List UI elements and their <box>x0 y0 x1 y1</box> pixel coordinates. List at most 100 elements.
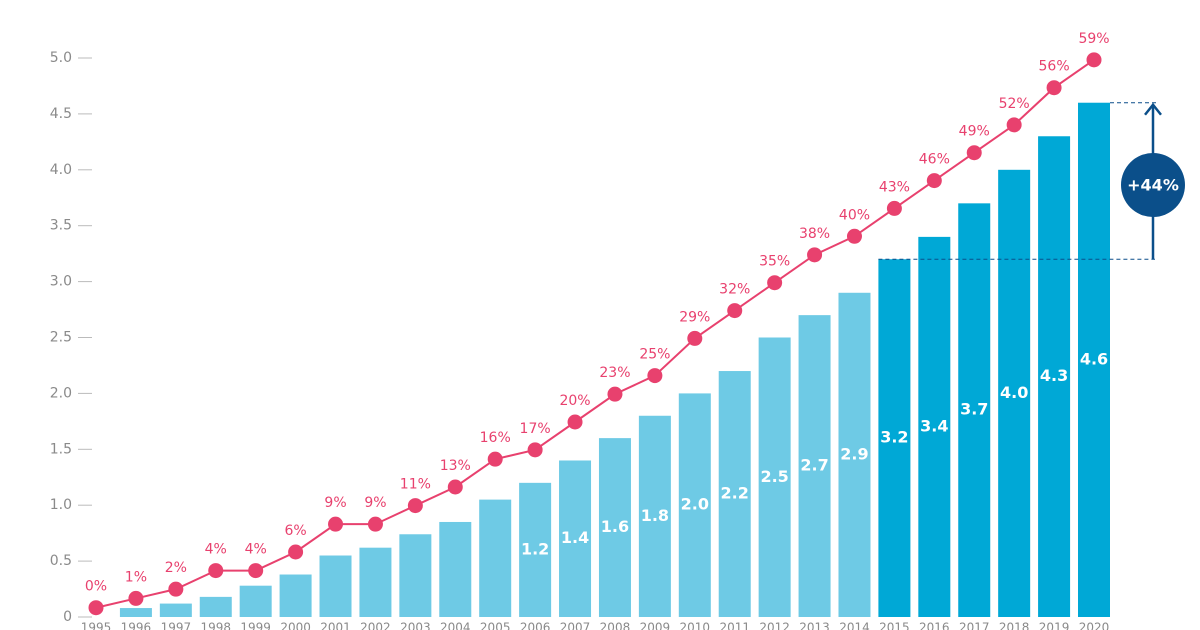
point-label: 25% <box>639 347 670 363</box>
point <box>767 275 783 291</box>
point <box>208 563 224 579</box>
point-label: 46% <box>919 152 950 168</box>
x-tick-label: 2003 <box>400 621 431 630</box>
y-tick-label: 3.5 <box>50 218 72 234</box>
y-tick-label: 0.5 <box>50 553 72 569</box>
x-tick-label: 2018 <box>999 621 1030 630</box>
point <box>248 563 264 579</box>
x-tick-label: 2001 <box>320 621 351 630</box>
point-label: 9% <box>324 495 346 511</box>
point <box>168 581 184 597</box>
bar-label: 1.6 <box>601 517 629 536</box>
point-label: 56% <box>1039 59 1070 75</box>
point <box>727 303 743 319</box>
bar <box>239 585 272 617</box>
x-tick-label: 2017 <box>959 621 990 630</box>
x-tick-label: 2015 <box>879 621 910 630</box>
annotation-circle <box>1121 153 1185 217</box>
point <box>846 228 862 244</box>
arrow-head <box>1144 102 1162 116</box>
bar <box>838 292 871 617</box>
bar-label: 2.5 <box>760 467 788 486</box>
bar <box>479 499 512 617</box>
bar-label: 4.3 <box>1040 366 1068 385</box>
x-tick-label: 2004 <box>440 621 471 630</box>
bar-label: 2.9 <box>840 444 868 463</box>
y-tick-label: 1.0 <box>50 497 72 513</box>
point-label: 17% <box>520 421 551 437</box>
bar-label: 1.8 <box>641 506 669 525</box>
y-tick-label: 1.5 <box>50 441 72 457</box>
point-label: 13% <box>440 458 471 474</box>
bar <box>519 482 552 617</box>
point <box>1086 52 1102 68</box>
annotation-text: +44% <box>1127 176 1179 195</box>
bar <box>159 603 192 617</box>
point <box>647 368 663 384</box>
point <box>128 590 144 606</box>
point <box>926 173 942 189</box>
point <box>447 479 463 495</box>
point-label: 32% <box>719 282 750 298</box>
x-tick-label: 2006 <box>520 621 551 630</box>
point-label: 38% <box>799 226 830 242</box>
bar <box>798 315 831 617</box>
x-tick-label: 1995 <box>81 621 112 630</box>
point <box>607 386 623 402</box>
y-tick-label: 4.5 <box>50 106 72 122</box>
point-label: 0% <box>85 579 107 595</box>
point-label: 1% <box>125 569 147 585</box>
bar <box>199 596 232 617</box>
point <box>567 414 583 430</box>
x-tick-label: 2010 <box>680 621 711 630</box>
bar <box>559 460 592 617</box>
bar-label: 3.4 <box>920 416 948 435</box>
x-tick-label: 2020 <box>1079 621 1110 630</box>
point-label: 20% <box>559 393 590 409</box>
point-label: 43% <box>879 179 910 195</box>
bar-label: 4.0 <box>1000 383 1028 402</box>
bar <box>878 259 911 617</box>
point-label: 23% <box>599 365 630 381</box>
bar-label: 3.7 <box>960 400 988 419</box>
x-tick-label: 2019 <box>1039 621 1070 630</box>
point <box>1006 117 1022 133</box>
x-tick-label: 2009 <box>640 621 671 630</box>
y-tick-label: 3.0 <box>50 274 72 290</box>
point-label: 4% <box>205 542 227 558</box>
point <box>88 600 104 616</box>
bar <box>439 521 472 617</box>
point-label: 49% <box>959 124 990 140</box>
point <box>966 145 982 161</box>
bar <box>279 574 312 617</box>
y-tick-label: 2.5 <box>50 330 72 346</box>
bar <box>399 534 432 617</box>
x-tick-label: 1999 <box>240 621 271 630</box>
bar-label: 2.7 <box>800 456 828 475</box>
x-tick-label: 2007 <box>560 621 591 630</box>
bar <box>918 236 951 617</box>
point <box>407 498 423 514</box>
bar <box>319 555 352 617</box>
x-tick-label: 1997 <box>161 621 192 630</box>
x-tick-label: 1998 <box>200 621 231 630</box>
point-label: 9% <box>364 495 386 511</box>
bar-label: 2.0 <box>681 495 709 514</box>
bar <box>598 438 631 617</box>
point <box>367 516 383 532</box>
x-tick-label: 2002 <box>360 621 391 630</box>
y-tick-label: 0 <box>63 609 72 625</box>
point-label: 2% <box>165 560 187 576</box>
point <box>886 200 902 216</box>
bar <box>1038 136 1071 617</box>
bar <box>359 547 392 617</box>
bar <box>958 203 991 617</box>
y-tick-label: 2.0 <box>50 385 72 401</box>
x-tick-label: 2014 <box>839 621 870 630</box>
point-label: 29% <box>679 309 710 325</box>
point-label: 4% <box>245 542 267 558</box>
x-tick-label: 2005 <box>480 621 511 630</box>
point <box>527 442 543 458</box>
bar-label: 1.4 <box>561 528 589 547</box>
